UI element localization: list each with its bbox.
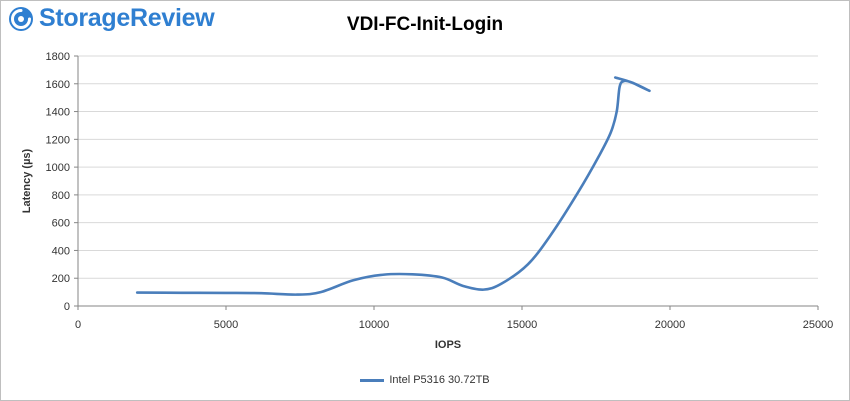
y-tick-label: 1800	[46, 51, 70, 63]
x-tick-label: 15000	[507, 319, 538, 331]
y-tick-label: 600	[52, 218, 70, 230]
x-tick-label: 0	[75, 319, 81, 331]
y-tick-label: 1400	[46, 107, 70, 119]
legend-label: Intel P5316 30.72TB	[389, 374, 490, 386]
y-tick-label: 800	[52, 190, 70, 202]
y-tick-label: 0	[64, 301, 70, 313]
chart-title: VDI-FC-Init-Login	[346, 14, 504, 35]
storagereview-logo: StorageReview	[8, 4, 215, 33]
y-tick-label: 1200	[46, 134, 70, 146]
x-axis-label: IOPS	[435, 339, 461, 351]
x-tick-label: 25000	[803, 319, 834, 331]
axes	[74, 55, 819, 310]
x-tick-label: 5000	[214, 319, 238, 331]
legend-swatch	[360, 378, 385, 382]
tick-labels: 0 200 400 600 800 1000 1200 1400 1600 1800 0 5000 10…	[46, 51, 834, 331]
x-tick-label: 20000	[655, 319, 686, 331]
y-tick-label: 1600	[46, 79, 70, 91]
y-tick-label: 200	[52, 273, 70, 285]
y-tick-label: 1000	[46, 162, 70, 174]
x-tick-label: 10000	[359, 319, 390, 331]
legend: Intel P5316 30.72TB	[0, 374, 850, 386]
y-axis-label: Latency (µs)	[21, 148, 33, 213]
series-lines	[135, 76, 651, 296]
grid-lines	[78, 55, 818, 279]
series-line	[135, 76, 651, 296]
y-tick-label: 400	[52, 245, 70, 257]
logo-text: StorageReview	[39, 4, 215, 32]
storagereview-logo-icon	[9, 6, 33, 31]
